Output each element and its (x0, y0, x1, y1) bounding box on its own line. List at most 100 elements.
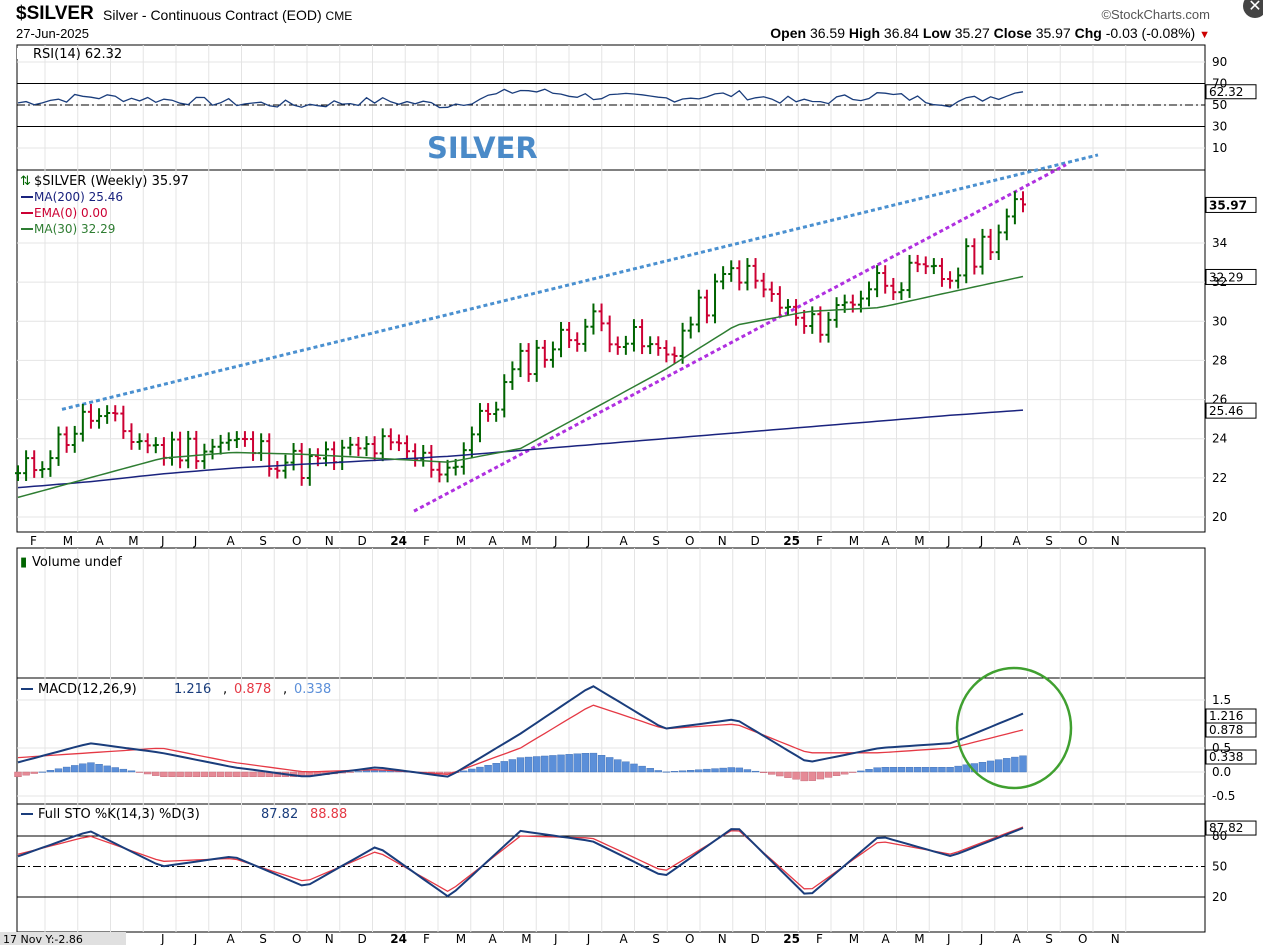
x-tick-label-bottom: M (521, 932, 531, 945)
price-bar (784, 299, 791, 316)
price-bar (387, 428, 394, 451)
price-bar (31, 450, 38, 478)
x-tick-label: N (1111, 534, 1120, 548)
macd-hist-bar (111, 767, 119, 773)
price-bar (274, 461, 281, 479)
price-bar (598, 303, 605, 332)
price-bar (290, 443, 297, 471)
price-bar (866, 281, 873, 307)
price-bar (517, 343, 524, 378)
macd-hist-bar (662, 771, 671, 773)
macd-hist-bar (597, 755, 606, 773)
price-bar (728, 260, 735, 282)
price-bar (452, 458, 459, 476)
price-bar (152, 437, 159, 454)
price-bar (541, 339, 548, 368)
price-bar (695, 289, 702, 333)
x-tick-label-bottom: N (1111, 932, 1120, 945)
price-bar (55, 426, 62, 466)
ma30-legend: MA(30) 32.29 (34, 222, 115, 236)
price-bar (793, 299, 800, 326)
price-bar (744, 258, 751, 291)
macd-hist-bar (768, 771, 776, 775)
x-tick-label: S (259, 534, 267, 548)
x-tick-label: A (227, 534, 236, 548)
macd-hist-bar (776, 771, 784, 777)
macd-hist-bar (614, 759, 622, 773)
rsi-value-box (1205, 84, 1257, 100)
price-bar (185, 430, 192, 469)
price-bar (104, 405, 111, 424)
x-tick-label: A (620, 534, 629, 548)
price-bar (266, 433, 273, 477)
close-x-icon[interactable]: ✕ (1243, 0, 1263, 18)
price-bar (355, 436, 362, 457)
macd-hist-bar (557, 754, 565, 773)
x-tick-label: O (292, 534, 301, 548)
macd-hist-bar (192, 771, 201, 777)
x-tick-label: 25 (783, 534, 800, 548)
macd-hist-bar (484, 764, 492, 773)
price-bar (679, 322, 686, 364)
macd-hist-bar (622, 761, 630, 773)
price-tick-label: 22 (1212, 471, 1227, 485)
price-bar (906, 254, 913, 298)
price-tick-label: 30 (1212, 314, 1227, 328)
macd-hist-bar (670, 771, 679, 773)
silver-annotation: SILVER (427, 131, 538, 165)
price-bar (177, 431, 184, 469)
x-tick-label: J (979, 534, 984, 548)
price-bar (193, 430, 200, 469)
price-bar (128, 423, 135, 450)
macd-hist-bar (38, 771, 47, 773)
x-tick-label: F (816, 534, 823, 548)
macd-hist-bar (751, 770, 760, 773)
macd-hist-bar (549, 755, 557, 773)
price-bar (549, 341, 556, 368)
price-bar (395, 434, 402, 452)
price-legend: ⇅ $SILVER (Weekly) 35.97 MA(200) 25.46 E… (20, 174, 189, 236)
ma30-value-box-label: 32.29 (1209, 270, 1243, 284)
macd-hist-bar (225, 771, 233, 777)
price-bar (1011, 191, 1018, 225)
sto-k-line (17, 827, 1024, 898)
x-tick-label: M (456, 534, 466, 548)
price-bar (801, 309, 808, 334)
macd-hist-bar (79, 763, 87, 773)
macd-hist-bar (460, 770, 468, 773)
price-bar (209, 438, 216, 460)
rsi-frame (16, 44, 1206, 171)
price-bar (574, 332, 581, 352)
price-bar (404, 435, 411, 460)
sto-d-line (17, 826, 1024, 893)
price-bar (720, 266, 727, 290)
price-legend-main: $SILVER (Weekly) 35.97 (34, 174, 189, 189)
macd-hist-bar (954, 765, 962, 773)
macd-hist-bar (687, 770, 695, 773)
ma200-value-box-label: 25.46 (1209, 404, 1243, 418)
macd-hist-bar (468, 768, 476, 773)
price-bar (947, 271, 954, 289)
price-bar (217, 434, 224, 455)
price-tick-label: 24 (1212, 432, 1227, 446)
highlight-circle (955, 666, 1073, 790)
rsi-tick-label: 90 (1212, 55, 1227, 69)
x-tick-label-bottom: A (1013, 932, 1022, 945)
macd-hist-bar (95, 764, 103, 773)
x-tick-label-bottom: F (816, 932, 823, 945)
x-tick-label-bottom: A (882, 932, 891, 945)
x-tick-label-bottom: O (685, 932, 694, 945)
x-tick-label: J (193, 534, 198, 548)
price-bar (15, 465, 21, 481)
x-tick-label-bottom: 24 (390, 932, 407, 945)
price-bar (898, 282, 905, 301)
x-tick-label: M (521, 534, 531, 548)
macd-hist-bar (654, 770, 662, 773)
macd-hist-bar (865, 769, 873, 773)
x-tick-label: A (1013, 534, 1022, 548)
price-bar (460, 442, 467, 475)
x-tick-label-bottom: F (423, 932, 430, 945)
macd-hist-bar (678, 770, 687, 773)
price-bar (282, 454, 289, 479)
macd-hist-bar (1003, 758, 1011, 773)
